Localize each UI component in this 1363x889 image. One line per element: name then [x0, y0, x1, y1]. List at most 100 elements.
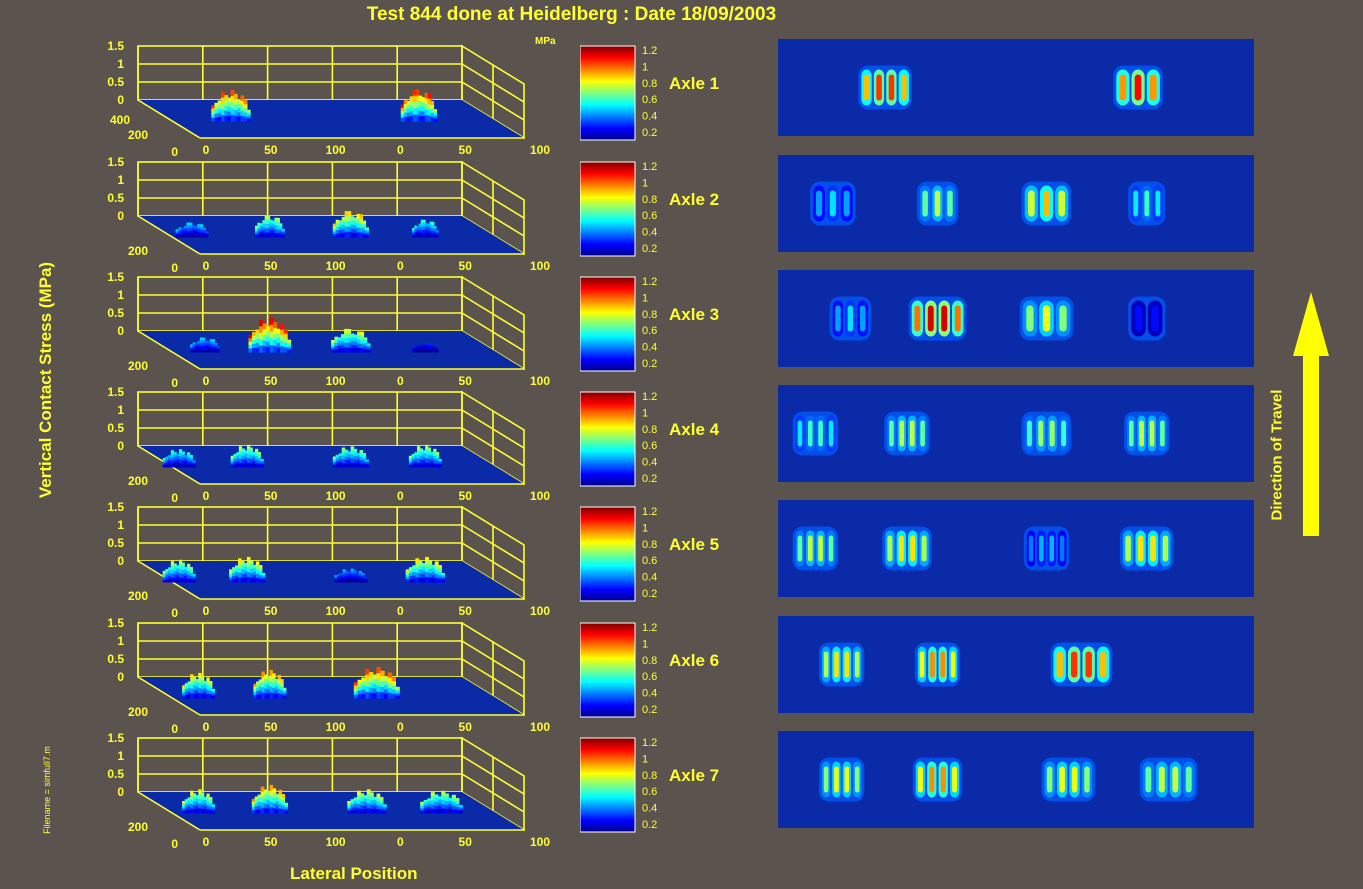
surface-cell: [255, 452, 259, 457]
surface-cell: [412, 231, 415, 234]
surface-cell: [363, 795, 368, 800]
footprint-rib-core: [1134, 305, 1143, 332]
surface-cell: [430, 116, 435, 122]
surface-cell: [284, 806, 288, 810]
surface-cell: [190, 790, 194, 796]
surface-cell: [334, 576, 338, 579]
surface-cell: [203, 803, 207, 808]
footprint-rib-core: [1149, 74, 1157, 101]
surface-cell: [207, 343, 211, 346]
surface-cell: [437, 802, 442, 807]
surface-cell: [254, 796, 259, 801]
surface-cell: [211, 694, 216, 697]
surface-cell: [280, 694, 284, 699]
surface-cell: [331, 344, 335, 348]
surface-cell: [230, 458, 234, 461]
surface-cell: [165, 571, 169, 575]
surface-cell: [362, 223, 367, 228]
surface-cell: [380, 681, 385, 688]
surface-cell: [365, 462, 369, 465]
surface-cell: [165, 464, 169, 468]
surface-cell: [241, 573, 245, 579]
surface-cell: [425, 223, 428, 227]
surface-cell: [427, 810, 432, 814]
surface-cell: [332, 228, 337, 233]
surface-cell: [211, 111, 216, 116]
footprint-rib-core: [1028, 535, 1034, 562]
surface-cell: [263, 798, 268, 805]
surface-cell: [183, 230, 187, 233]
surface-cell: [262, 334, 267, 342]
surface-cell: [364, 580, 368, 582]
surface-cell: [269, 790, 274, 797]
surface-cell: [350, 579, 354, 583]
footprint-rib-core: [1085, 651, 1092, 678]
surface-cell: [433, 348, 437, 351]
surface-cell: [168, 573, 172, 577]
surface-cell: [199, 349, 203, 353]
colorbar-tick-label: 0.6: [642, 440, 657, 452]
surface-cell: [266, 796, 271, 801]
surface-cell: [255, 343, 260, 349]
surface-cell: [192, 577, 196, 580]
surface-cell: [207, 347, 211, 351]
surface-cell: [184, 464, 188, 468]
surface-cell: [361, 578, 365, 581]
surface-cell: [435, 231, 439, 234]
surface-cell: [344, 338, 348, 344]
surface-cell: [201, 804, 205, 810]
colorbar-tick-label: 1: [642, 61, 648, 73]
z-tick-label: 0: [117, 324, 124, 338]
tyre-surface: [182, 789, 216, 814]
surface-cell: [357, 808, 361, 814]
footprint-rib-core: [1139, 420, 1144, 447]
surface-cell: [170, 453, 175, 458]
surface-cell: [356, 213, 361, 220]
surface-cell: [241, 448, 245, 453]
surface-cell: [366, 789, 371, 795]
surface-cell: [258, 565, 263, 570]
surface-cell: [347, 231, 352, 238]
surface-cell: [224, 105, 228, 112]
surface-cell: [383, 807, 387, 811]
surface-cell: [170, 565, 175, 571]
colorbar-tick-label: 0.6: [642, 325, 657, 337]
surface-cell: [257, 809, 262, 814]
surface-cell: [248, 334, 253, 339]
colorbar-tick-label: 1: [642, 407, 648, 419]
x-tick-label: 100: [530, 143, 550, 157]
surface-cell: [272, 693, 276, 699]
surface-cell: [259, 320, 264, 327]
surface-cell: [258, 690, 263, 695]
surface-cell: [332, 226, 337, 230]
surface-cell: [184, 683, 189, 687]
surface-cell: [379, 797, 384, 801]
surface-cell: [232, 570, 236, 574]
surface-cell: [233, 456, 237, 460]
axle-row: 1.5 1 0.5 0 200 0 0 50 100 0 50 100 1.2 1 0.8 0.6 0.4 0.2…: [0, 616, 1363, 735]
surface-cell: [181, 229, 185, 232]
surface-cell: [272, 220, 275, 225]
surface-cell: [431, 578, 436, 583]
y-axis-line: [137, 330, 201, 370]
surface-cell: [260, 459, 264, 462]
surface-cell: [434, 798, 439, 803]
surface-cell: [176, 456, 180, 460]
tyre-footprint: [1113, 65, 1163, 110]
surface-cell: [187, 452, 191, 456]
surface-cell: [353, 688, 359, 693]
surface-cell: [387, 682, 393, 689]
surface-cell: [182, 810, 186, 814]
surface-cell: [420, 345, 424, 348]
surface-cell: [189, 457, 193, 461]
surface-cell: [241, 455, 245, 461]
surface-cell: [370, 796, 374, 802]
surface-cell: [421, 566, 426, 572]
surface-cell: [199, 346, 203, 350]
surface-cell: [433, 230, 437, 234]
surface-cell: [246, 458, 251, 464]
surface-cell: [360, 793, 365, 798]
surface-cell: [427, 109, 432, 116]
surface-cell: [258, 694, 263, 699]
surface-cell: [279, 234, 283, 238]
